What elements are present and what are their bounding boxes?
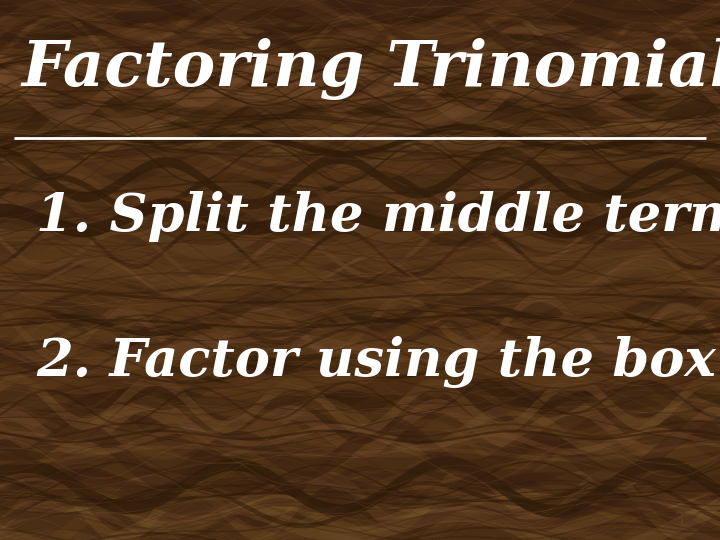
Text: 3: 3 (673, 511, 684, 529)
Text: 2. Factor using the box: 2. Factor using the box (36, 336, 716, 388)
Text: 1. Split the middle term: 1. Split the middle term (36, 191, 720, 241)
Text: Factoring Trinomials:: Factoring Trinomials: (22, 38, 720, 100)
